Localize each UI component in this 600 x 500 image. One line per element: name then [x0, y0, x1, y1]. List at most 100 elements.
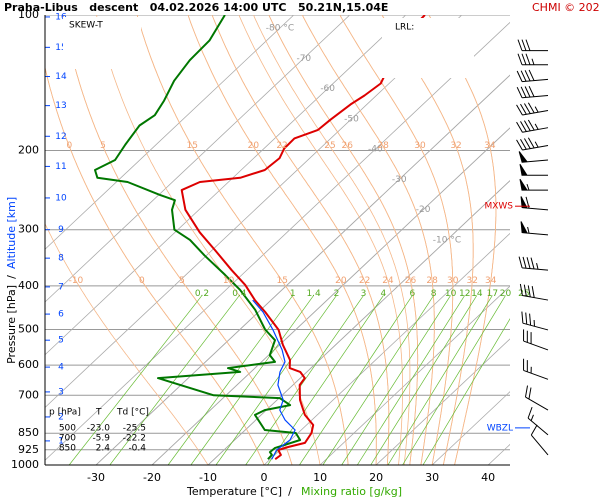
y-tick-label: 500 — [18, 323, 39, 336]
isotherm — [45, 15, 295, 250]
mixing-ratio-label: 10 — [445, 289, 457, 299]
mixing-ratio-label: 3 — [361, 289, 367, 299]
isotherm — [207, 180, 510, 465]
table-cell: 850 — [59, 444, 76, 454]
mixing-ratio-label: 12 — [459, 289, 470, 299]
x-tick-label: 10 — [313, 471, 327, 484]
wind-barb — [516, 137, 549, 151]
adiabat-label: 32 — [467, 276, 478, 286]
separator: / — [5, 275, 18, 279]
y-tick-label: 700 — [18, 388, 39, 401]
adiabat-label: 34 — [484, 141, 496, 151]
mixing-ratio-line — [215, 295, 337, 465]
wind-barb — [516, 119, 549, 133]
wind-barb — [527, 406, 549, 436]
table-cell: -22.2 — [123, 434, 146, 444]
mixing-ratio-line — [190, 295, 314, 465]
wind-barb — [518, 256, 549, 271]
isotherm — [45, 21, 510, 461]
altitude-label: 2 — [58, 412, 64, 422]
moist-adiabat — [428, 15, 497, 465]
table-header: Td [°C] — [116, 408, 149, 418]
legend-title: SKEW-T — [69, 21, 103, 31]
adiabat-label: 22 — [276, 141, 287, 151]
altitude-label: 15 — [55, 43, 66, 53]
mixing-ratio-label: 6 — [410, 289, 416, 299]
mixing-ratio-line — [370, 295, 478, 465]
y-tick-label: 850 — [18, 426, 39, 439]
table-cell: 500 — [59, 424, 76, 434]
altitude-label: 4 — [58, 363, 64, 373]
moist-adiabat — [268, 15, 419, 465]
table-cell: -0.4 — [128, 444, 146, 454]
mixing-ratio-label: 25 — [518, 289, 529, 299]
moist-adiabat — [381, 15, 474, 465]
altitude-label: 16 — [55, 12, 67, 22]
adiabat-label: 30 — [447, 276, 459, 286]
altitude-label: 6 — [58, 310, 64, 320]
adiabat-label: 15 — [186, 141, 197, 151]
isotherm-label: -80 °C — [266, 24, 294, 34]
mixing-ratio-line — [245, 295, 364, 465]
wind-barb — [523, 329, 549, 351]
isotherm — [263, 232, 510, 465]
moist-adiabat — [96, 15, 321, 465]
table-cell: 700 — [59, 434, 76, 444]
x-tick-label: 0 — [261, 471, 268, 484]
credit: CHMI © 2026 — [532, 1, 600, 14]
isotherm-label: -60 — [320, 84, 335, 94]
isotherm — [95, 74, 510, 465]
y-tick-label: 1000 — [11, 458, 39, 471]
adiabat-label: 24 — [382, 276, 394, 286]
moist-adiabat — [45, 222, 209, 465]
y2-label: Altitude [km] — [5, 197, 18, 269]
moist-adiabat — [187, 15, 377, 465]
y-tick-label: 300 — [18, 223, 39, 236]
table-cell: -5.9 — [92, 434, 110, 444]
x-tick-label: -20 — [143, 471, 161, 484]
adiabat-label: 5 — [100, 141, 106, 151]
altitude-label: 5 — [58, 336, 64, 346]
y-label: Pressure [hPa] — [5, 285, 18, 364]
table-cell: -23.0 — [87, 424, 111, 434]
isotherm-label: -70 — [296, 54, 311, 64]
altitude-label: 13 — [55, 101, 66, 111]
mixing-ratio-label: 0.4 — [232, 289, 247, 299]
wind-barb — [521, 311, 549, 331]
adiabat-label: 0 — [66, 141, 72, 151]
chart-title: Praha-Libus descent 04.02.2026 14:00 UTC… — [4, 1, 388, 14]
separator: / — [288, 485, 292, 498]
wind-barb — [517, 39, 548, 52]
adiabat-label: 5 — [179, 276, 185, 286]
table-cell: 2.4 — [96, 444, 111, 454]
wind-barb — [516, 69, 549, 83]
altitude-label: 3 — [58, 387, 64, 397]
mixing-ratio-line — [322, 295, 434, 465]
adiabat-label: 15 — [276, 276, 287, 286]
mixing-ratio-label: 1.4 — [306, 289, 321, 299]
mixing-ratio-label: 4 — [381, 289, 387, 299]
wind-barb — [519, 178, 548, 191]
wind-barb — [523, 358, 549, 380]
wind-barb — [518, 151, 549, 163]
mixing-ratio-line — [356, 295, 465, 465]
mixing-ratio-label: 14 — [471, 289, 483, 299]
adiabat-label: 28 — [426, 276, 438, 286]
adiabat-label: 20 — [335, 276, 347, 286]
adiabat-label: 20 — [248, 141, 260, 151]
isotherm-label: -40 — [368, 145, 383, 155]
profile-line — [180, 15, 426, 461]
table-header: T — [95, 408, 102, 418]
moist-adiabat — [301, 15, 435, 465]
table-cell: -25.5 — [123, 424, 146, 434]
info-title: LRL: — [395, 23, 414, 33]
adiabat-label: -10 — [69, 276, 84, 286]
isotherm — [375, 338, 510, 465]
wind-barb — [524, 385, 549, 411]
moist-adiabat — [62, 15, 293, 465]
adiabat-label: 25 — [324, 141, 335, 151]
adiabat-label: 28 — [377, 141, 389, 151]
wind-barb — [520, 221, 549, 236]
altitude-label: 10 — [55, 193, 67, 203]
